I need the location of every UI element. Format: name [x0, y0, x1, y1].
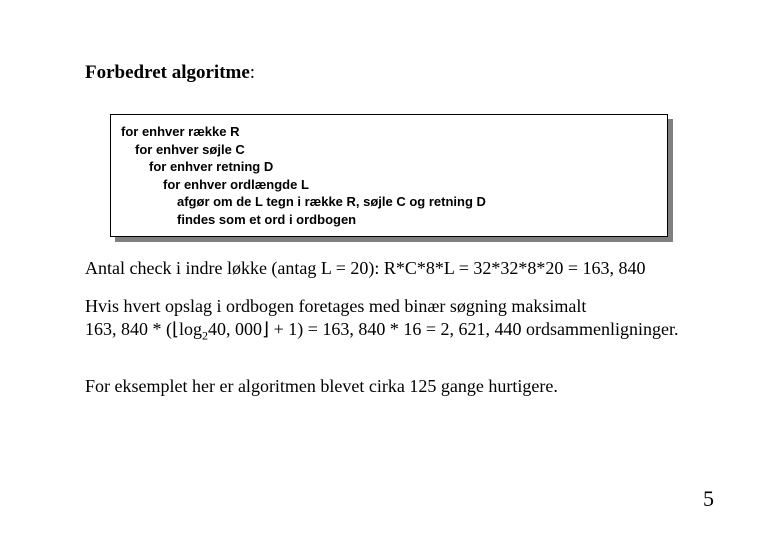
code-line: for enhver række R	[121, 123, 657, 141]
para1-pre: Antal check i indre løkke (antag L = 20)…	[85, 258, 583, 278]
heading-bold: Forbedret algoritme	[85, 62, 250, 83]
log-text: log	[179, 319, 202, 339]
paragraph-binary-search: Hvis hvert opslag i ordbogen foretages m…	[85, 295, 695, 342]
code-line: for enhver ordlængde L	[121, 176, 657, 194]
paragraph-conclusion: For eksemplet her er algoritmen blevet c…	[85, 375, 695, 398]
para2-line1: Hvis hvert opslag i ordbogen foretages m…	[85, 296, 586, 316]
para2-result: 2, 621, 440	[441, 319, 522, 339]
code-line: afgør om de L tegn i række R, søjle C og…	[121, 193, 657, 211]
page-number: 5	[703, 486, 714, 512]
para2-mid: + 1) = 163, 840 * 16 =	[269, 319, 440, 339]
para2-line2-pre: 163, 840 * (	[85, 319, 172, 339]
code-line: for enhver søjle C	[121, 141, 657, 159]
code-box: for enhver række R for enhver søjle C fo…	[110, 114, 668, 237]
page-title: Forbedret algoritme:	[85, 62, 695, 84]
page-content: Forbedret algoritme: for enhver række R …	[0, 0, 780, 399]
paragraph-checks: Antal check i indre løkke (antag L = 20)…	[85, 257, 695, 280]
para1-result: 163, 840	[583, 258, 646, 278]
code-box-wrapper: for enhver række R for enhver søjle C fo…	[110, 114, 668, 237]
heading-colon: :	[250, 62, 255, 83]
para3-text: For eksemplet her er algoritmen blevet c…	[85, 376, 558, 396]
code-line: findes som et ord i ordbogen	[121, 211, 657, 229]
log-arg: 40, 000	[208, 319, 262, 339]
code-line: for enhver retning D	[121, 158, 657, 176]
floor-symbol: ⌊	[172, 319, 179, 339]
para2-post: ordsammenligninger.	[522, 319, 679, 339]
